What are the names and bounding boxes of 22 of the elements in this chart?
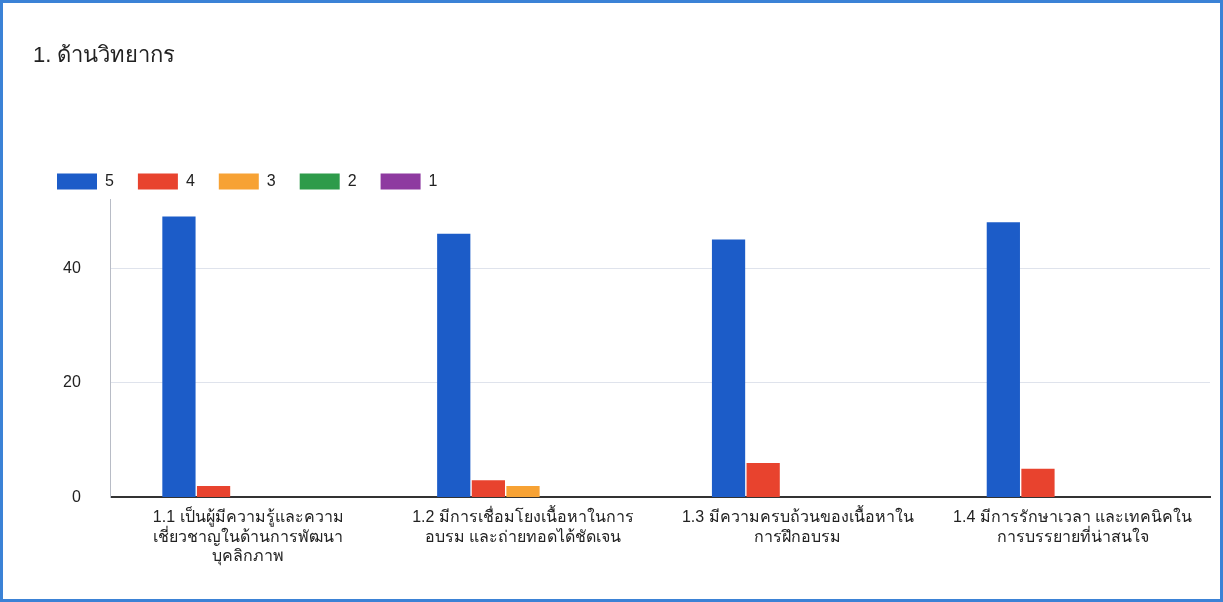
y-tick-label: 40 [63, 258, 81, 276]
bar [162, 216, 196, 497]
bar [437, 233, 471, 497]
legend-label: 3 [266, 171, 276, 189]
legend-label: 4 [185, 171, 195, 189]
bar [196, 485, 231, 497]
bar [986, 222, 1020, 497]
y-tick-label: 0 [71, 487, 81, 505]
bar [471, 480, 505, 497]
x-tick-label: 1.1 เป็นผู้มีความรู้และความเชี่ยวชาญในด้านการพัฒนาบุคลิกภาพ [152, 506, 344, 566]
legend-label: 5 [105, 171, 114, 189]
legend-label: 2 [347, 171, 357, 189]
y-tick-label: 20 [63, 373, 81, 391]
bar [746, 463, 780, 497]
x-tick-label: 1.2 มีการเชื่อมโยงเนื้อหาในการอบรม และถ่ายทอดได้ชัดเจน [412, 505, 634, 545]
chart-title: 1. ด้านวิทยากร [33, 42, 176, 68]
bar [1021, 468, 1055, 497]
bar [506, 485, 540, 497]
bar [711, 239, 746, 497]
x-tick-label: 1.4 มีการรักษาเวลา และเทคนิคในการบรรยายที่น่าสนใจ [953, 507, 1193, 545]
legend-label: 1 [428, 171, 438, 189]
x-tick-label: 1.3 มีความครบถ้วนของเนื้อหาในการฝึกอบรม [681, 505, 914, 545]
